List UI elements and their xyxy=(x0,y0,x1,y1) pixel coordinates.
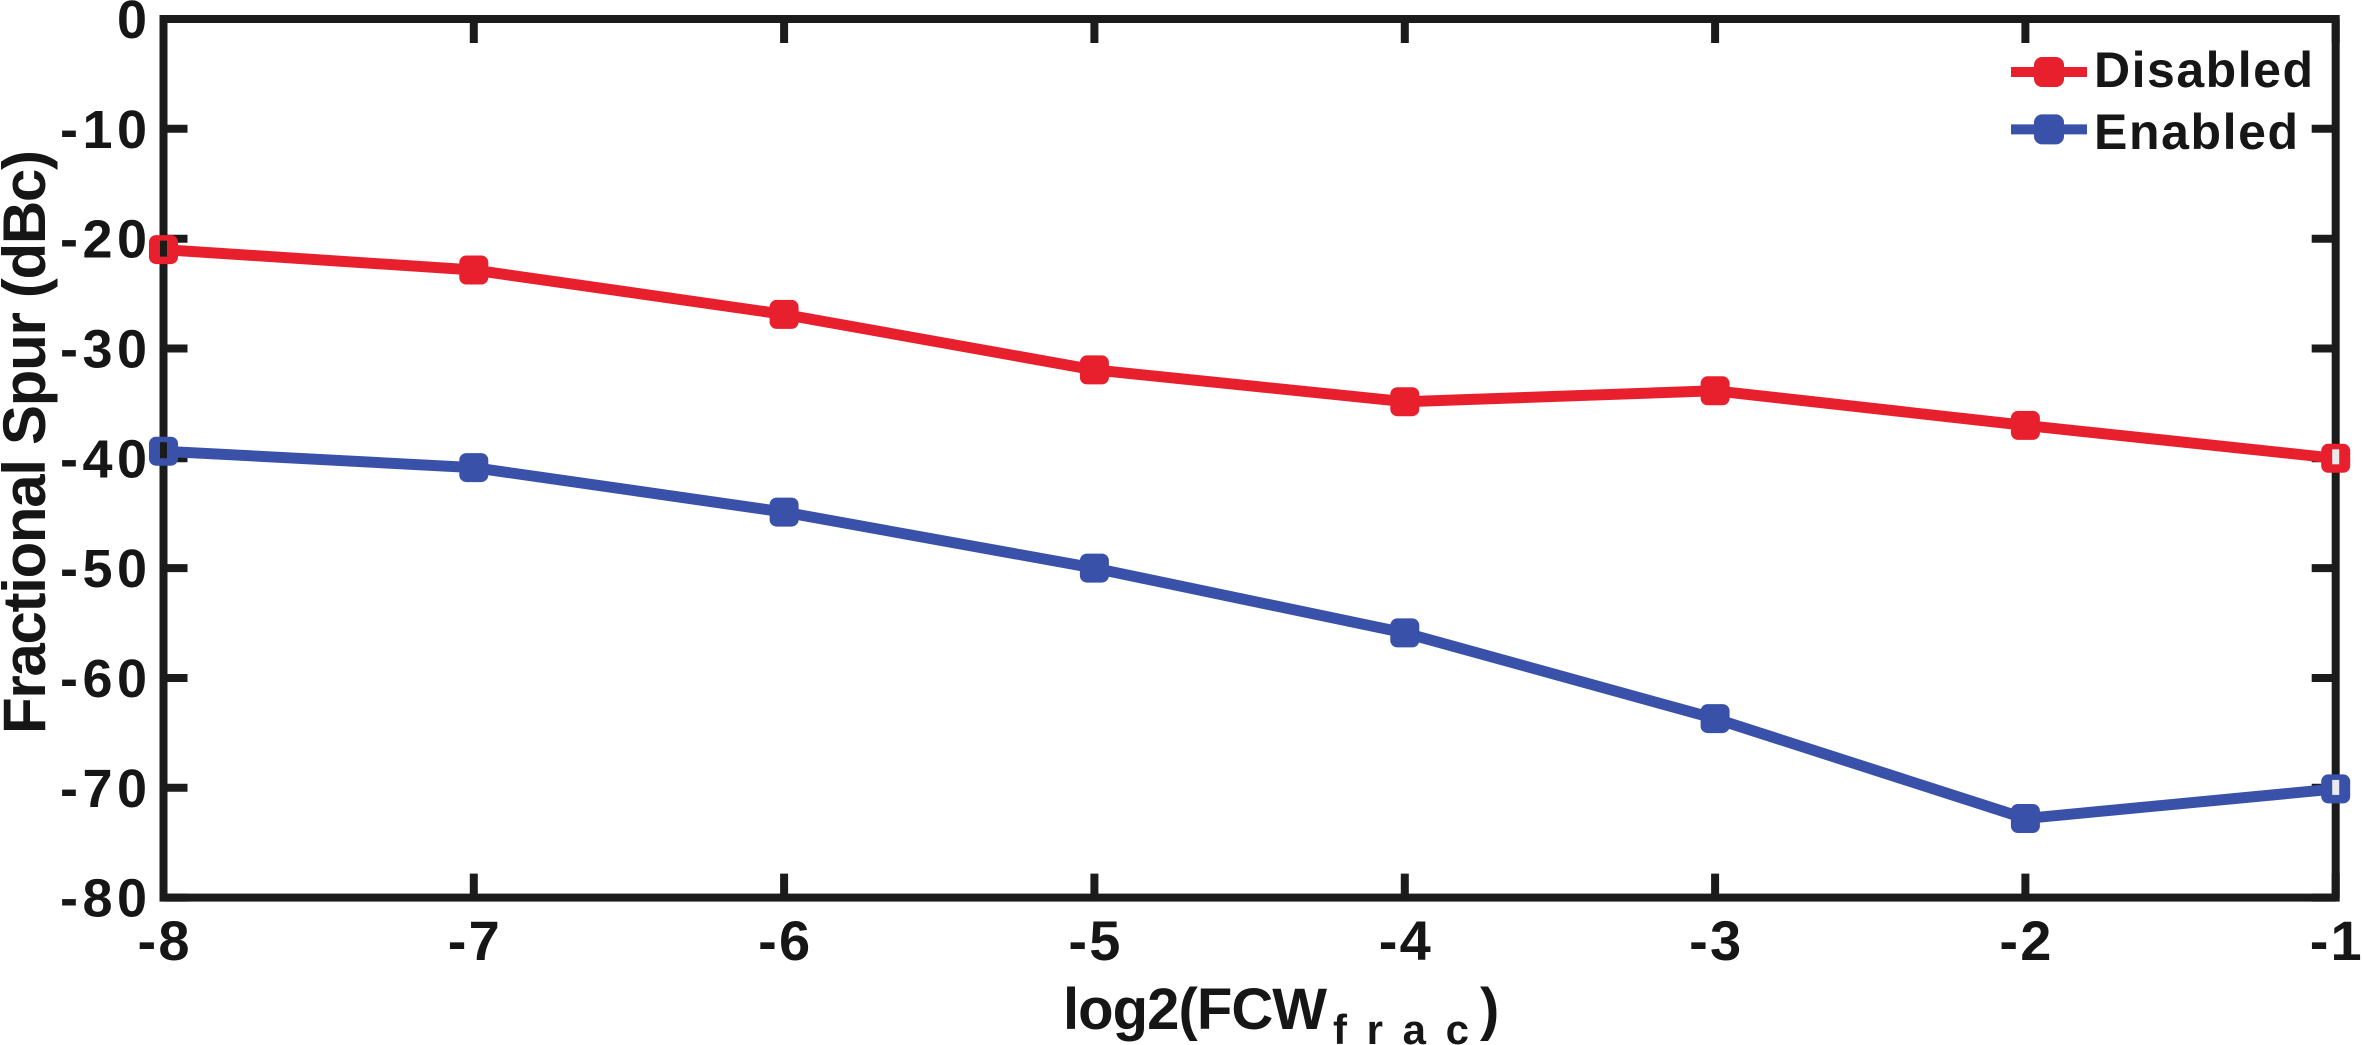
svg-text:0: 0 xyxy=(117,0,147,50)
svg-text:-40: -40 xyxy=(60,429,147,489)
svg-text:Enabled: Enabled xyxy=(2094,104,2298,160)
svg-text:-4: -4 xyxy=(1379,909,1431,972)
svg-text:-10: -10 xyxy=(60,100,147,160)
svg-text:-20: -20 xyxy=(60,210,147,270)
svg-text:-50: -50 xyxy=(60,539,147,599)
svg-text:-7: -7 xyxy=(448,909,500,972)
svg-text:-8: -8 xyxy=(138,909,190,972)
svg-text:-2: -2 xyxy=(1999,909,2051,972)
svg-text:Fractional Spur (dBc): Fractional Spur (dBc) xyxy=(0,150,58,734)
svg-text:Disabled: Disabled xyxy=(2094,42,2313,98)
svg-text:-70: -70 xyxy=(60,759,147,819)
svg-text:-1: -1 xyxy=(2310,909,2362,972)
svg-text:log2(FCW: log2(FCW xyxy=(1063,977,1327,1042)
svg-text:): ) xyxy=(1480,977,1499,1042)
svg-text:-80: -80 xyxy=(60,869,147,929)
svg-text:-6: -6 xyxy=(758,909,810,972)
svg-text:-60: -60 xyxy=(60,649,147,709)
svg-text:-30: -30 xyxy=(60,320,147,380)
svg-text:-3: -3 xyxy=(1689,909,1741,972)
svg-text:-5: -5 xyxy=(1068,909,1120,972)
